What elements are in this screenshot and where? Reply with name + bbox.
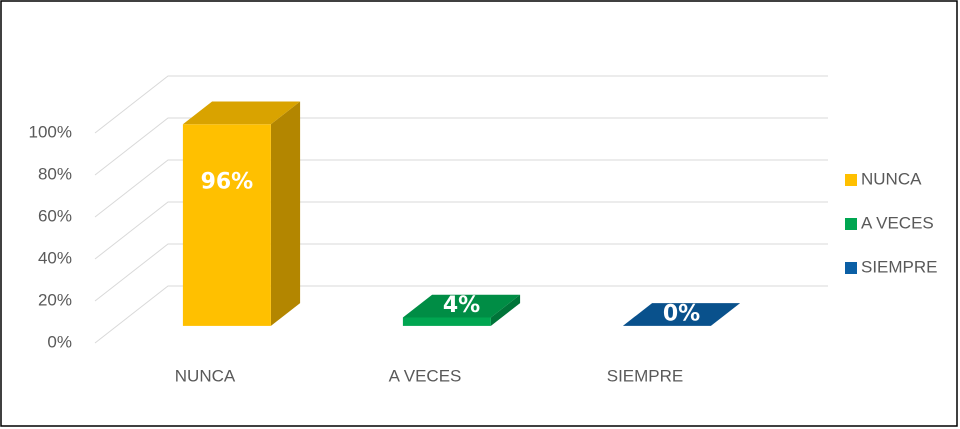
bar <box>182 124 271 326</box>
value-label: 4% <box>443 293 480 318</box>
bar-top <box>402 294 521 318</box>
x-tick-label: SIEMPRE <box>607 366 684 385</box>
y-tick-label: 40% <box>38 248 72 267</box>
grid-line <box>94 75 828 134</box>
legend-label: SIEMPRE <box>861 257 938 276</box>
legend-swatch <box>845 262 857 274</box>
legend-label: A VECES <box>861 213 934 232</box>
grid-line <box>94 201 828 260</box>
value-label: 96% <box>201 169 254 194</box>
bar-top <box>182 101 301 125</box>
y-tick-label: 80% <box>38 164 72 183</box>
bar <box>402 317 491 326</box>
legend-label: NUNCA <box>861 169 922 188</box>
y-tick-label: 60% <box>38 206 72 225</box>
x-tick-label: A VECES <box>389 366 462 385</box>
bar-top <box>622 303 741 326</box>
value-label: 0% <box>663 302 700 327</box>
bar-side <box>270 101 301 326</box>
grid-line <box>94 285 828 344</box>
y-tick-label: 0% <box>47 332 72 351</box>
grid-line <box>94 159 828 218</box>
y-tick-label: 20% <box>38 290 72 309</box>
legend-swatch <box>845 174 857 186</box>
bar-side <box>490 294 521 326</box>
grid-line <box>94 117 828 176</box>
grid-line <box>94 243 828 302</box>
x-tick-label: NUNCA <box>175 366 236 385</box>
legend-swatch <box>845 218 857 230</box>
y-tick-label: 100% <box>29 122 72 141</box>
